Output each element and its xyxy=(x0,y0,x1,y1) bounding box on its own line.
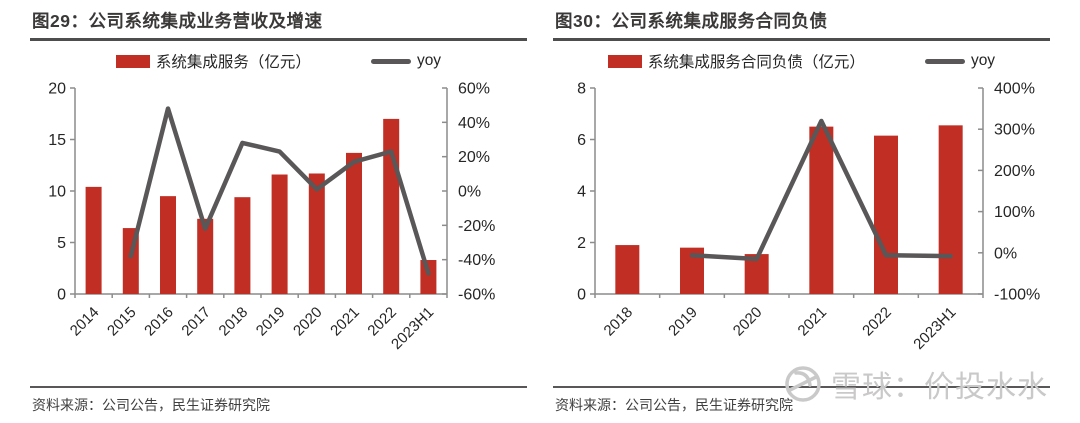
legend-item-bar-series: 系统集成服务（亿元） xyxy=(115,50,311,72)
x-axis-label: 2014 xyxy=(67,304,103,340)
yoy-line-swatch xyxy=(370,58,411,64)
legend-item-yoy-line: yoy xyxy=(370,52,442,70)
x-axis-label: 2020 xyxy=(730,304,766,340)
bar xyxy=(85,186,102,294)
right-axis-tick-label: -40% xyxy=(458,252,495,269)
bar xyxy=(615,245,640,294)
bar-series-swatch xyxy=(607,54,642,68)
yoy-line xyxy=(128,106,431,276)
left-axis-tick-label: 5 xyxy=(57,235,66,252)
bar xyxy=(234,197,251,294)
bar xyxy=(160,196,176,294)
right-axis-tick-label: 20% xyxy=(458,149,490,166)
x-axis-label: 2023H1 xyxy=(910,304,959,353)
x-axis-label: 2022 xyxy=(859,304,895,340)
bar xyxy=(938,125,963,295)
x-axis-label: 2015 xyxy=(104,304,140,340)
bar xyxy=(308,173,325,294)
right-axis-tick-label: 300% xyxy=(994,122,1035,139)
x-axis-label: 2016 xyxy=(141,304,177,340)
left-axis-tick-label: 0 xyxy=(57,287,66,304)
figure-30-plot: 0 2 4 6 8 -100% 0% 100% 200% 300% 400% 2018 2019 2020… xyxy=(577,81,1040,353)
figure-30-title: 图30：公司系统集成服务合同负债 xyxy=(553,8,1050,41)
bar xyxy=(383,118,400,295)
left-axis-tick-label: 0 xyxy=(577,287,586,304)
legend-item-bar-series: 系统集成服务合同负债（亿元） xyxy=(607,50,865,72)
figure-30-legend: 系统集成服务合同负债（亿元） yoy xyxy=(553,50,1050,72)
yoy-line xyxy=(689,118,953,262)
left-axis-tick-label: 2 xyxy=(577,235,586,252)
bar xyxy=(271,174,288,294)
bar xyxy=(346,152,362,294)
bar xyxy=(874,135,898,294)
yoy-line-label: yoy xyxy=(416,52,442,69)
figure-29-source: 资料来源：公司公告，民生证券研究院 xyxy=(30,386,527,415)
x-axis-label: 2018 xyxy=(216,304,252,340)
x-axis-label: 2020 xyxy=(290,304,326,340)
bar-series-swatch xyxy=(115,54,150,68)
bar-series-label: 系统集成服务（亿元） xyxy=(155,54,311,71)
yoy-line-label: yoy xyxy=(970,52,996,69)
bar-series-label: 系统集成服务合同负债（亿元） xyxy=(647,54,865,71)
right-axis-tick-label: -100% xyxy=(994,287,1040,304)
right-axis-tick-label: 0% xyxy=(994,245,1017,262)
x-axis-label: 2019 xyxy=(665,304,701,340)
right-axis-tick-label: 0% xyxy=(458,184,481,201)
figure-29-card: 图29：公司系统集成业务营收及增速 系统集成服务（亿元） yoy 0 5 10 15 2… xyxy=(30,8,527,415)
x-axis-label: 2021 xyxy=(795,304,831,340)
x-axis-label: 2023H1 xyxy=(388,304,437,353)
right-axis-tick-label: -60% xyxy=(458,287,495,304)
x-axis-label: 2019 xyxy=(253,304,289,340)
right-axis-tick-label: 100% xyxy=(994,204,1035,221)
figure-29-title: 图29：公司系统集成业务营收及增速 xyxy=(30,8,527,41)
left-axis-tick-label: 10 xyxy=(48,184,66,201)
figure-29-legend: 系统集成服务（亿元） yoy xyxy=(30,50,527,72)
x-axis-label: 2018 xyxy=(601,304,637,340)
right-axis-tick-label: 200% xyxy=(994,163,1035,180)
figure-30-source: 资料来源：公司公告，民生证券研究院 xyxy=(553,386,1050,415)
x-axis-label: 2021 xyxy=(327,304,363,340)
x-axis-label: 2017 xyxy=(178,304,214,340)
left-axis-tick-label: 20 xyxy=(48,81,66,98)
right-axis-tick-label: -20% xyxy=(458,218,495,235)
bar xyxy=(197,218,214,294)
left-axis-tick-label: 6 xyxy=(577,132,586,149)
left-axis-tick-label: 15 xyxy=(48,132,66,149)
legend-item-yoy-line: yoy xyxy=(924,52,996,70)
bar xyxy=(809,126,834,294)
right-axis-tick-label: 400% xyxy=(994,81,1035,98)
left-axis-tick-label: 8 xyxy=(577,81,586,98)
right-axis-tick-label: 60% xyxy=(458,81,490,98)
bar xyxy=(420,260,437,294)
yoy-line-swatch xyxy=(924,58,965,64)
figure-30-card: 图30：公司系统集成服务合同负债 系统集成服务合同负债（亿元） yoy 0 2 4 6… xyxy=(553,8,1050,415)
left-axis-tick-label: 4 xyxy=(577,184,586,201)
right-axis-tick-label: 40% xyxy=(458,115,490,132)
